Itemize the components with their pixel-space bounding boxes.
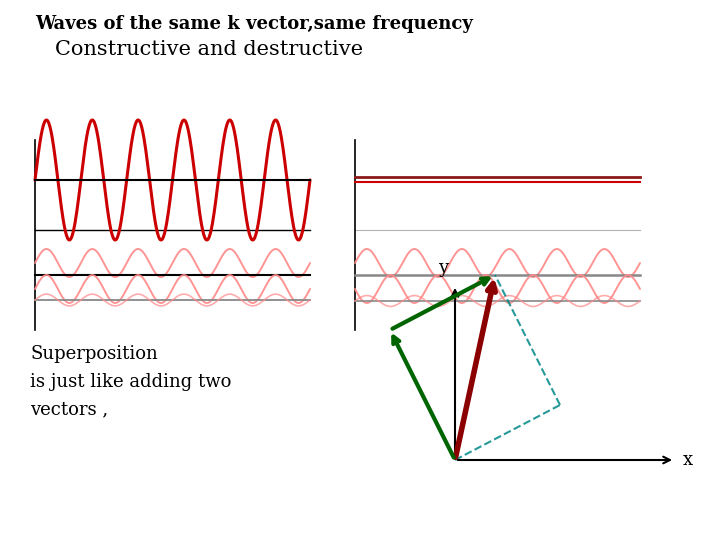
Text: Constructive and destructive: Constructive and destructive xyxy=(55,40,363,59)
Text: y: y xyxy=(438,259,448,277)
Text: x: x xyxy=(683,451,693,469)
Text: Superposition
is just like adding two
vectors ,: Superposition is just like adding two ve… xyxy=(30,345,231,418)
Text: Waves of the same k vector,same frequency: Waves of the same k vector,same frequenc… xyxy=(35,15,473,33)
